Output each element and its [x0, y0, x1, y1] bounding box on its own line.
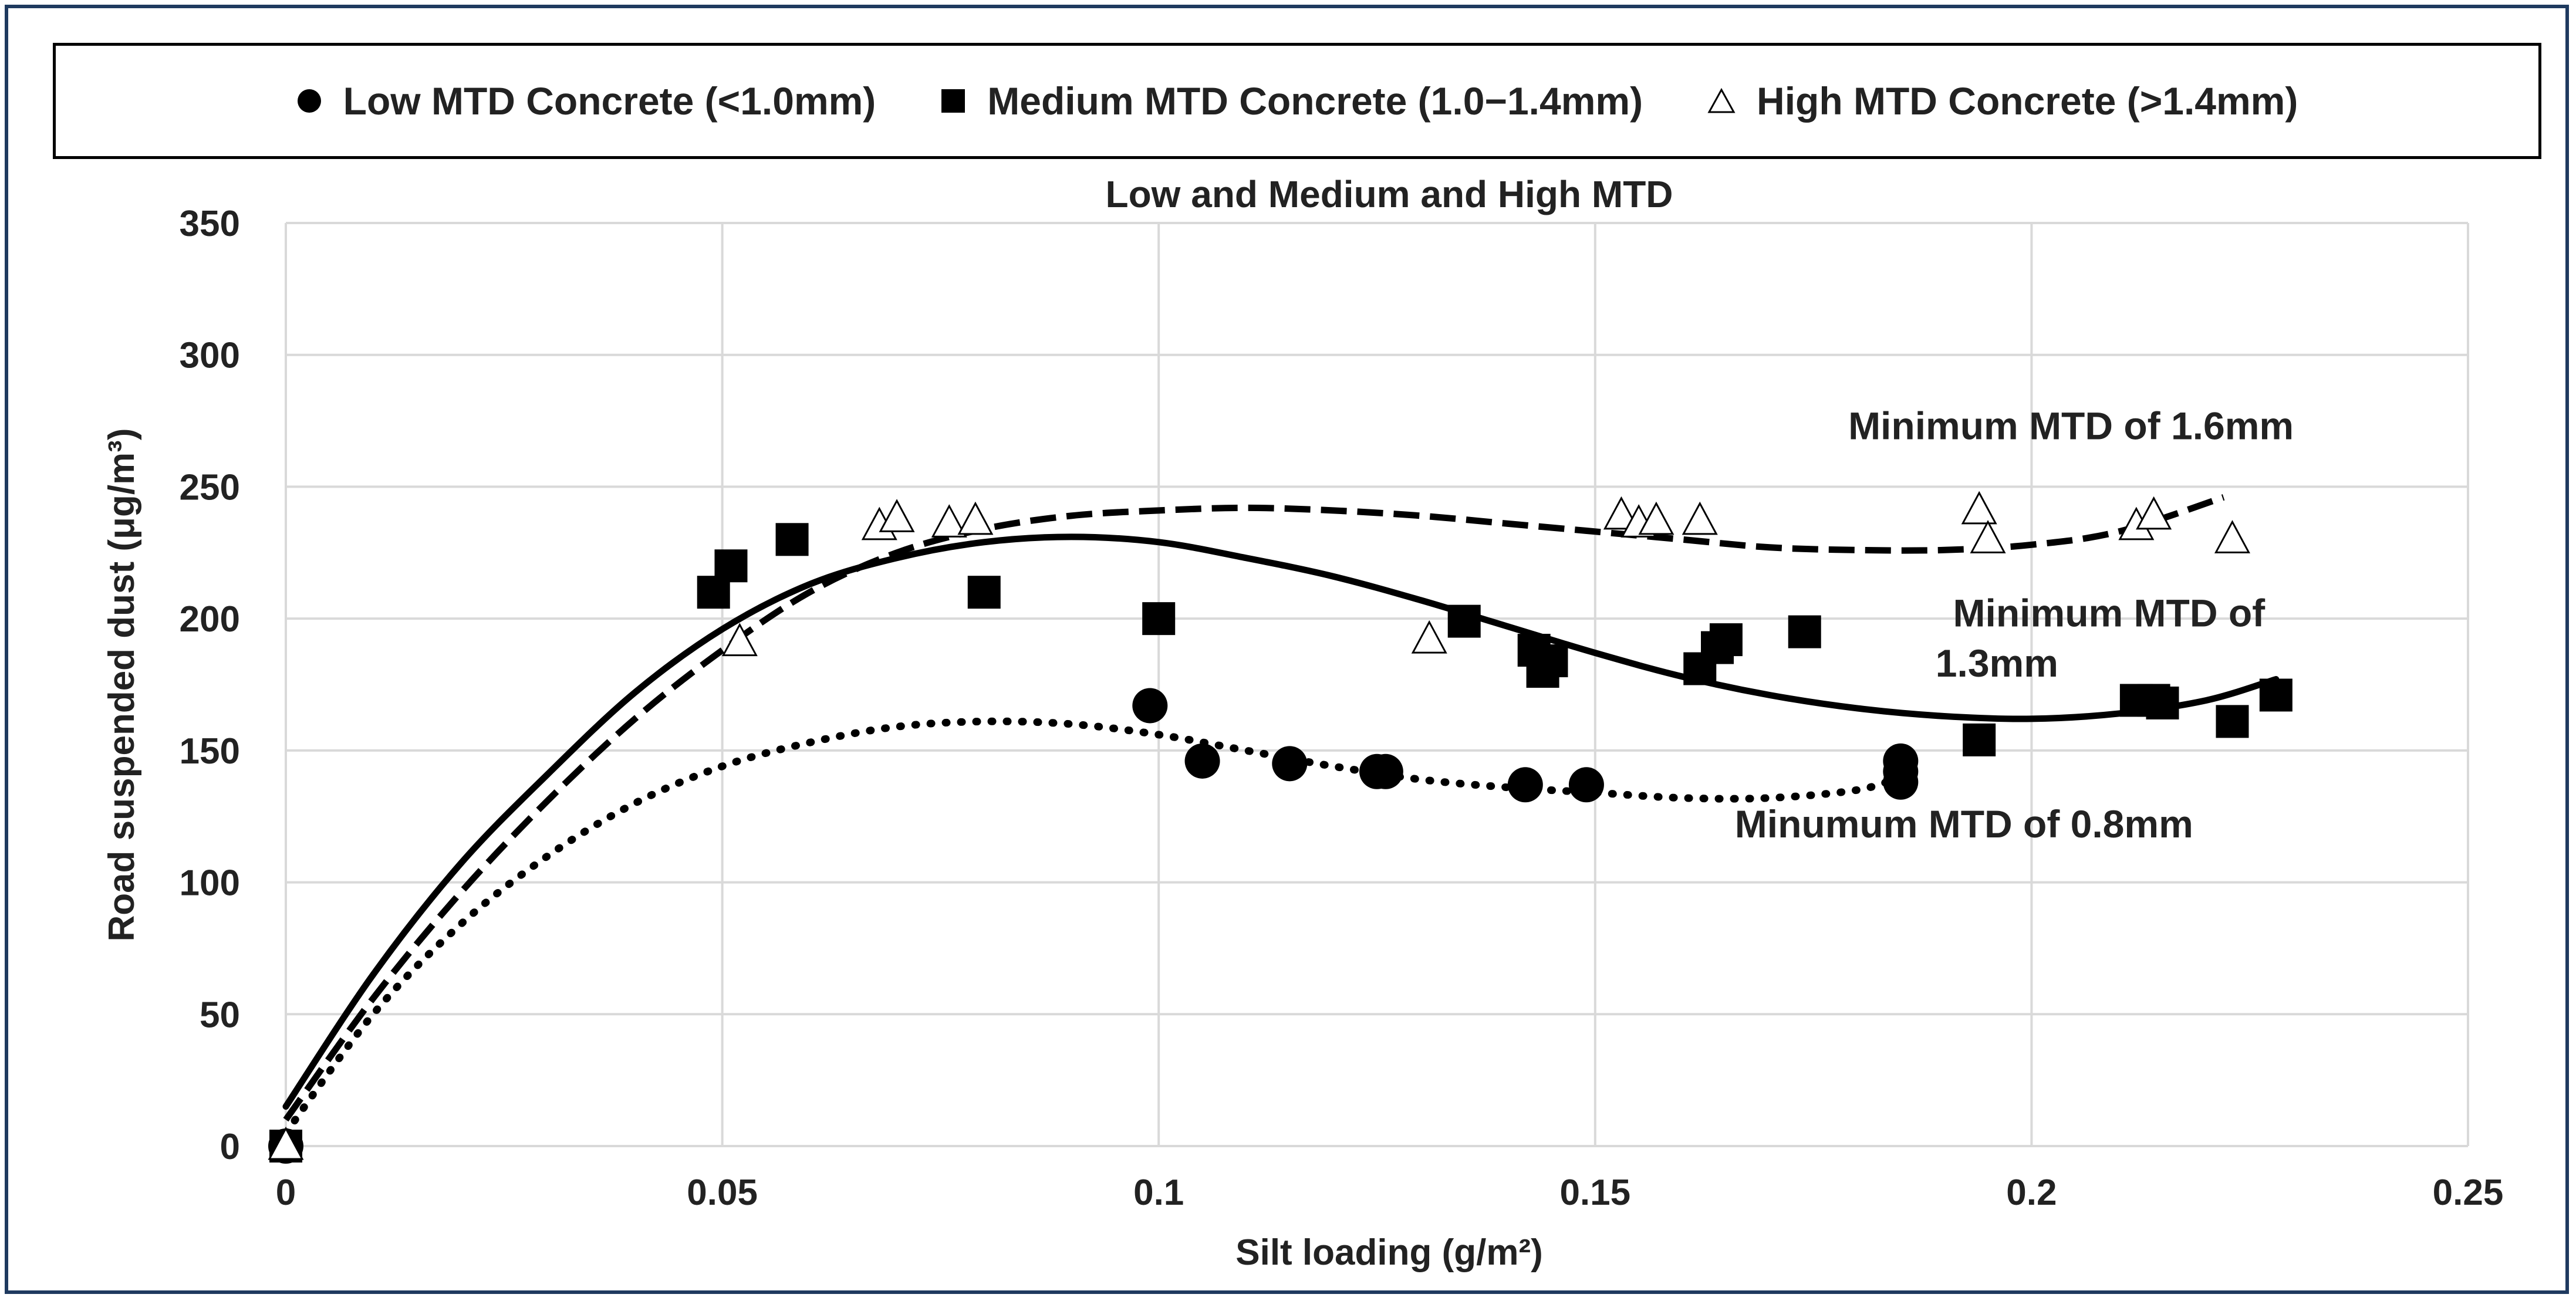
- y-tick-label: 100: [180, 863, 240, 904]
- medium-mtd-point: [2146, 686, 2179, 719]
- low-mtd-point: [1272, 746, 1308, 782]
- annotations: Minimum MTD of 1.6mm Minimum MTD of 1.3mm M…: [1735, 404, 2294, 846]
- trendline-solid: [282, 533, 2280, 1110]
- trend-annotation: 1.3mm: [1936, 641, 2058, 685]
- trend-annotation: Minumum MTD of 0.8mm: [1735, 802, 2193, 846]
- medium-mtd-point: [1447, 604, 1481, 638]
- high-mtd-point: [1603, 496, 1639, 530]
- high-mtd-point: [1970, 520, 2006, 553]
- legend-label-medium: Medium MTD Concrete (1.0−1.4mm): [987, 79, 1643, 123]
- legend-label-low: Low MTD Concrete (<1.0mm): [343, 79, 876, 123]
- y-tick-label: 0: [220, 1127, 240, 1167]
- medium-mtd-point: [775, 523, 809, 556]
- trendline-dotted: [282, 717, 1905, 1137]
- medium-mtd-point: [2216, 705, 2249, 738]
- figure-frame: [5, 5, 2569, 1294]
- x-tick-label: 0.15: [1559, 1172, 1630, 1213]
- data-points: [268, 491, 2293, 1164]
- high-mtd-point: [1961, 491, 1997, 525]
- medium-mtd-point: [1788, 615, 1821, 648]
- triangle-marker-icon: [1707, 88, 1736, 113]
- high-mtd-point: [1682, 501, 1718, 535]
- medium-mtd-point: [1709, 623, 1743, 657]
- x-tick-label: 0.1: [1133, 1172, 1184, 1213]
- medium-mtd-point: [1142, 602, 1176, 636]
- legend-item-low: Low MTD Concrete (<1.0mm): [296, 79, 876, 123]
- high-mtd-point: [957, 501, 994, 535]
- low-mtd-point: [1507, 767, 1543, 803]
- high-mtd-point: [721, 623, 758, 657]
- trend-annotation: Minimum MTD of 1.6mm: [1848, 404, 2294, 448]
- x-tick-label: 0: [276, 1172, 296, 1213]
- y-tick-label: 150: [180, 731, 240, 772]
- circle-marker-icon: [297, 89, 321, 113]
- y-tick-label: 200: [180, 599, 240, 640]
- chart-title: Low and Medium and High MTD: [1105, 173, 1673, 215]
- y-tick-label: 50: [200, 995, 240, 1035]
- trendlines: [282, 494, 2280, 1137]
- y-tick-label: 300: [180, 336, 240, 376]
- high-mtd-point: [2136, 496, 2172, 530]
- low-mtd-point: [1568, 767, 1604, 803]
- low-mtd-point: [1883, 764, 1919, 800]
- high-mtd-point: [1411, 620, 1447, 654]
- legend-label-high: High MTD Concrete (>1.4mm): [1757, 79, 2298, 123]
- x-axis-title: Silt loading (g/m²): [1235, 1232, 1543, 1273]
- high-mtd-point: [1638, 501, 1674, 535]
- legend-item-medium: Medium MTD Concrete (1.0−1.4mm): [940, 79, 1643, 123]
- x-tick-label: 0.25: [2433, 1172, 2504, 1213]
- square-marker-icon: [941, 89, 965, 113]
- high-mtd-point: [2214, 520, 2250, 553]
- medium-mtd-point: [1963, 723, 1996, 756]
- legend-item-high: High MTD Concrete (>1.4mm): [1707, 79, 2298, 123]
- medium-mtd-point: [714, 549, 748, 583]
- trend-annotation: Minimum MTD of: [1953, 592, 2266, 635]
- low-mtd-point: [1184, 743, 1220, 779]
- high-mtd-point: [268, 1126, 304, 1160]
- tick-labels: 0 50 100 150 200 250 300 350 0 0.05 0.1 0.15 0.2 0.25: [180, 204, 2504, 1213]
- gridlines: [285, 222, 2469, 1147]
- low-mtd-point: [1132, 688, 1168, 724]
- medium-mtd-point: [1535, 644, 1568, 678]
- trendline-dashed: [283, 494, 2225, 1122]
- y-tick-label: 250: [180, 467, 240, 508]
- x-tick-label: 0.2: [2006, 1172, 2057, 1213]
- x-tick-label: 0.05: [687, 1172, 758, 1213]
- low-mtd-point: [1368, 753, 1403, 789]
- y-axis-title: Road suspended dust (μg/m³): [102, 428, 142, 942]
- y-tick-label: 350: [180, 204, 240, 244]
- chart-legend: Low MTD Concrete (<1.0mm) Medium MTD Con…: [53, 43, 2541, 159]
- medium-mtd-point: [967, 576, 1001, 609]
- medium-mtd-point: [2259, 678, 2293, 712]
- high-mtd-point: [931, 504, 967, 538]
- high-mtd-point: [879, 499, 915, 532]
